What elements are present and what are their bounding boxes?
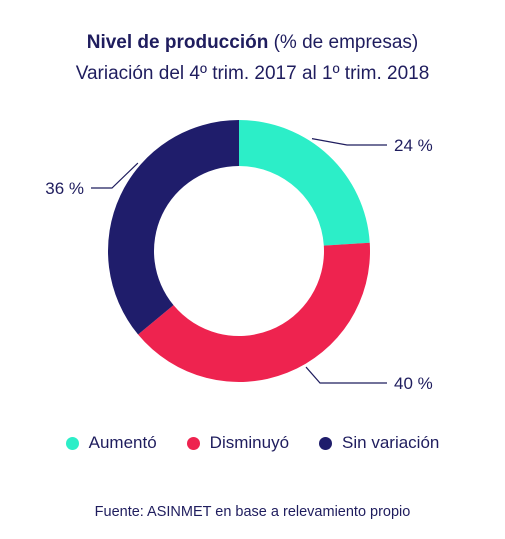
leader-line-aumento <box>311 138 387 146</box>
donut-slice-disminuyo <box>138 242 370 382</box>
chart-title-rest: (% de empresas) <box>268 32 419 53</box>
legend-swatch-disminuyo <box>186 436 200 450</box>
data-label-disminuyo: 40 % <box>394 374 433 393</box>
legend-swatch-aumento <box>65 436 79 450</box>
chart-subtitle: Variación del 4º trim. 2017 al 1º trim. … <box>75 63 430 84</box>
legend-item-sin-variacion: Sin variación <box>319 432 439 454</box>
donut-chart: 24 % 40 % 36 % <box>45 120 433 393</box>
legend-label-sin-variacion: Sin variación <box>342 433 440 452</box>
legend-item-aumento: Aumentó <box>65 432 157 454</box>
donut-slice-sin-variacion <box>108 120 239 335</box>
data-label-aumento: 24 % <box>394 136 433 155</box>
legend-label-aumento: Aumentó <box>88 433 157 452</box>
legend: Aumentó Disminuyó Sin variación <box>0 432 505 454</box>
legend-swatch-sin-variacion <box>319 436 333 450</box>
source-note: Fuente: ASINMET en base a relevamiento p… <box>94 504 411 520</box>
legend-label-disminuyo: Disminuyó <box>209 433 290 452</box>
legend-item-disminuyo: Disminuyó <box>186 432 290 454</box>
chart-title: Nivel de producción (% de empresas) <box>0 31 505 55</box>
donut-slice-aumento <box>239 120 370 246</box>
leader-line-disminuyo <box>305 366 387 384</box>
chart-title-bold: Nivel de producción <box>86 32 269 53</box>
data-label-sin-variacion: 36 % <box>45 179 84 198</box>
leader-line-sin-variacion <box>91 162 139 189</box>
